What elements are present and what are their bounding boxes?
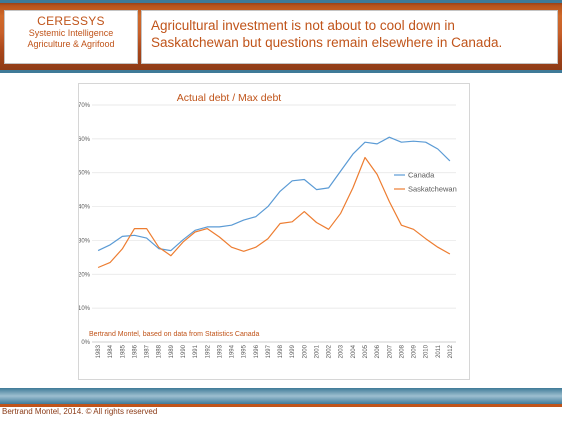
chart-card: Actual debt / Max debt 0% 10% 20% 30% 40% 50%…: [78, 83, 470, 380]
x-tick-label: 1998: [278, 344, 284, 358]
x-tick-label: 2003: [339, 344, 345, 358]
y-tick-label: 30%: [79, 238, 91, 244]
y-axis-ticks: 0% 10% 20% 30% 40% 50% 60% 70%: [78, 103, 91, 346]
header-top-stripe: [0, 0, 562, 3]
y-tick-label: 20%: [79, 272, 91, 278]
x-tick-label: 1993: [217, 344, 223, 358]
x-tick-label: 1997: [266, 344, 272, 358]
x-tick-label: 1985: [120, 344, 126, 358]
headline-line-1: Agricultural investment is not about to …: [151, 18, 455, 33]
brand-logo: CERESSYS Systemic Intelligence Agricultu…: [4, 10, 138, 64]
copyright: Bertrand Montel, 2014. © All rights rese…: [2, 407, 158, 416]
x-tick-label: 1999: [290, 344, 296, 358]
brand-tagline-2: Agriculture & Agrifood: [27, 39, 115, 49]
x-tick-label: 1984: [108, 344, 114, 358]
chart-title: Actual debt / Max debt: [177, 92, 282, 104]
x-tick-label: 2009: [412, 344, 418, 358]
y-tick-label: 50%: [79, 171, 91, 177]
chart-grid: [92, 104, 456, 343]
x-tick-label: 2001: [314, 344, 320, 358]
x-tick-label: 1983: [96, 344, 102, 358]
y-tick-label: 70%: [79, 103, 91, 109]
legend-label-canada: Canada: [408, 171, 435, 180]
x-tick-label: 2002: [327, 344, 333, 358]
chart-series: [97, 136, 451, 269]
x-tick-label: 2012: [448, 344, 454, 358]
x-tick-label: 2005: [363, 344, 369, 358]
chart-legend: Canada Saskatchewan: [394, 171, 457, 194]
footer-stripe: [0, 404, 562, 407]
x-tick-label: 1986: [132, 344, 138, 358]
x-tick-label: 1995: [242, 344, 248, 358]
y-tick-label: 40%: [79, 205, 91, 211]
x-tick-label: 1989: [169, 344, 175, 358]
x-tick-label: 2011: [436, 344, 442, 358]
headline: Agricultural investment is not about to …: [142, 11, 557, 51]
x-tick-label: 2010: [424, 344, 430, 358]
x-tick-label: 1992: [205, 344, 211, 358]
y-tick-label: 0%: [81, 340, 90, 346]
x-tick-label: 1996: [254, 344, 260, 358]
x-tick-label: 1994: [230, 344, 236, 358]
header-bottom-stripe: [0, 70, 562, 73]
chart-annotation: Bertrand Montel, based on data from Stat…: [89, 331, 260, 338]
x-tick-label: 2006: [375, 344, 381, 358]
x-tick-label: 1988: [157, 344, 163, 358]
x-tick-label: 2008: [399, 344, 405, 358]
x-tick-label: 2007: [387, 344, 393, 358]
series-line-canada: [97, 136, 451, 252]
x-tick-label: 1990: [181, 344, 187, 358]
headline-box: Agricultural investment is not about to …: [141, 10, 558, 64]
footer-band: [0, 388, 562, 404]
headline-line-2: Saskatchewan but questions remain elsewh…: [151, 35, 503, 50]
x-tick-label: 1991: [193, 344, 199, 358]
line-chart: Actual debt / Max debt 0% 10% 20% 30% 40% 50%…: [78, 92, 457, 358]
x-tick-label: 2000: [302, 344, 308, 358]
y-tick-label: 60%: [79, 137, 91, 143]
x-tick-label: 2004: [351, 344, 357, 358]
series-line-saskatchewan: [97, 156, 451, 269]
x-tick-label: 1987: [145, 344, 151, 358]
x-axis-ticks: 1983 1984 1985 1986 1987 1988 1989 1990 1991 1992…: [96, 344, 454, 358]
y-tick-label: 10%: [79, 306, 91, 312]
legend-label-saskatchewan: Saskatchewan: [408, 185, 457, 194]
brand-tagline-1: Systemic Intelligence: [28, 28, 114, 38]
brand-name: CERESSYS: [37, 14, 105, 28]
